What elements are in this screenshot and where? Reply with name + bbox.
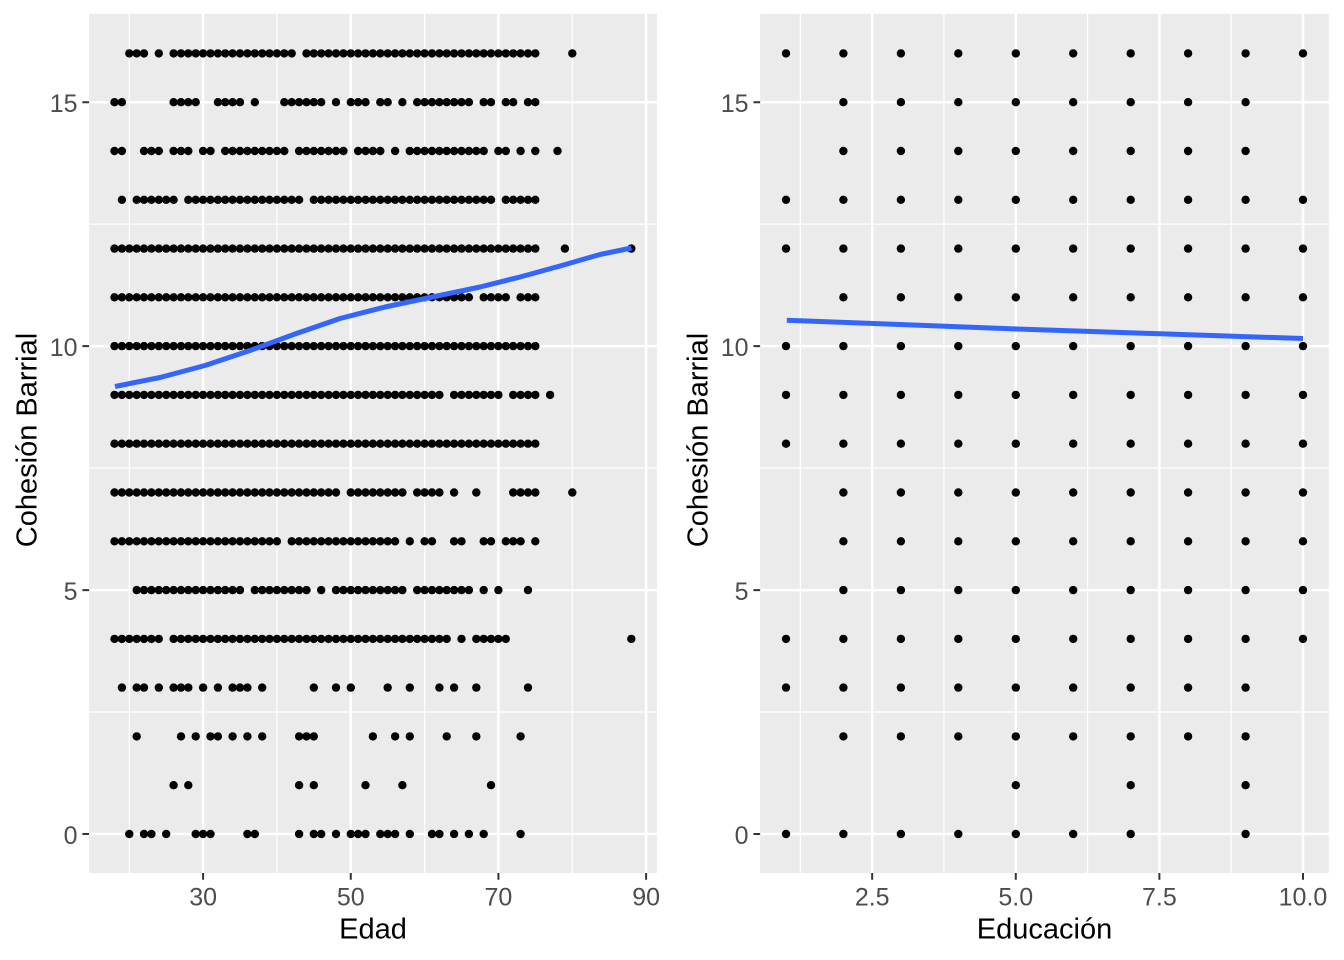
svg-text:15: 15 xyxy=(721,90,749,118)
svg-text:10.0: 10.0 xyxy=(1279,884,1328,912)
svg-text:10: 10 xyxy=(50,334,78,362)
svg-text:5: 5 xyxy=(64,578,78,606)
svg-text:50: 50 xyxy=(337,884,365,912)
svg-text:0: 0 xyxy=(64,822,78,850)
svg-text:5.0: 5.0 xyxy=(998,884,1033,912)
svg-text:90: 90 xyxy=(632,884,660,912)
svg-text:10: 10 xyxy=(721,334,749,362)
svg-text:Cohesión Barrial: Cohesión Barrial xyxy=(12,333,44,547)
svg-text:7.5: 7.5 xyxy=(1142,884,1177,912)
svg-text:5: 5 xyxy=(735,578,749,606)
svg-text:Educación: Educación xyxy=(977,914,1112,946)
svg-text:Cohesión Barrial: Cohesión Barrial xyxy=(683,333,715,547)
svg-text:70: 70 xyxy=(484,884,512,912)
svg-text:0: 0 xyxy=(735,822,749,850)
svg-text:Edad: Edad xyxy=(339,914,407,946)
svg-text:30: 30 xyxy=(189,884,217,912)
svg-text:2.5: 2.5 xyxy=(855,884,890,912)
svg-text:15: 15 xyxy=(50,90,78,118)
